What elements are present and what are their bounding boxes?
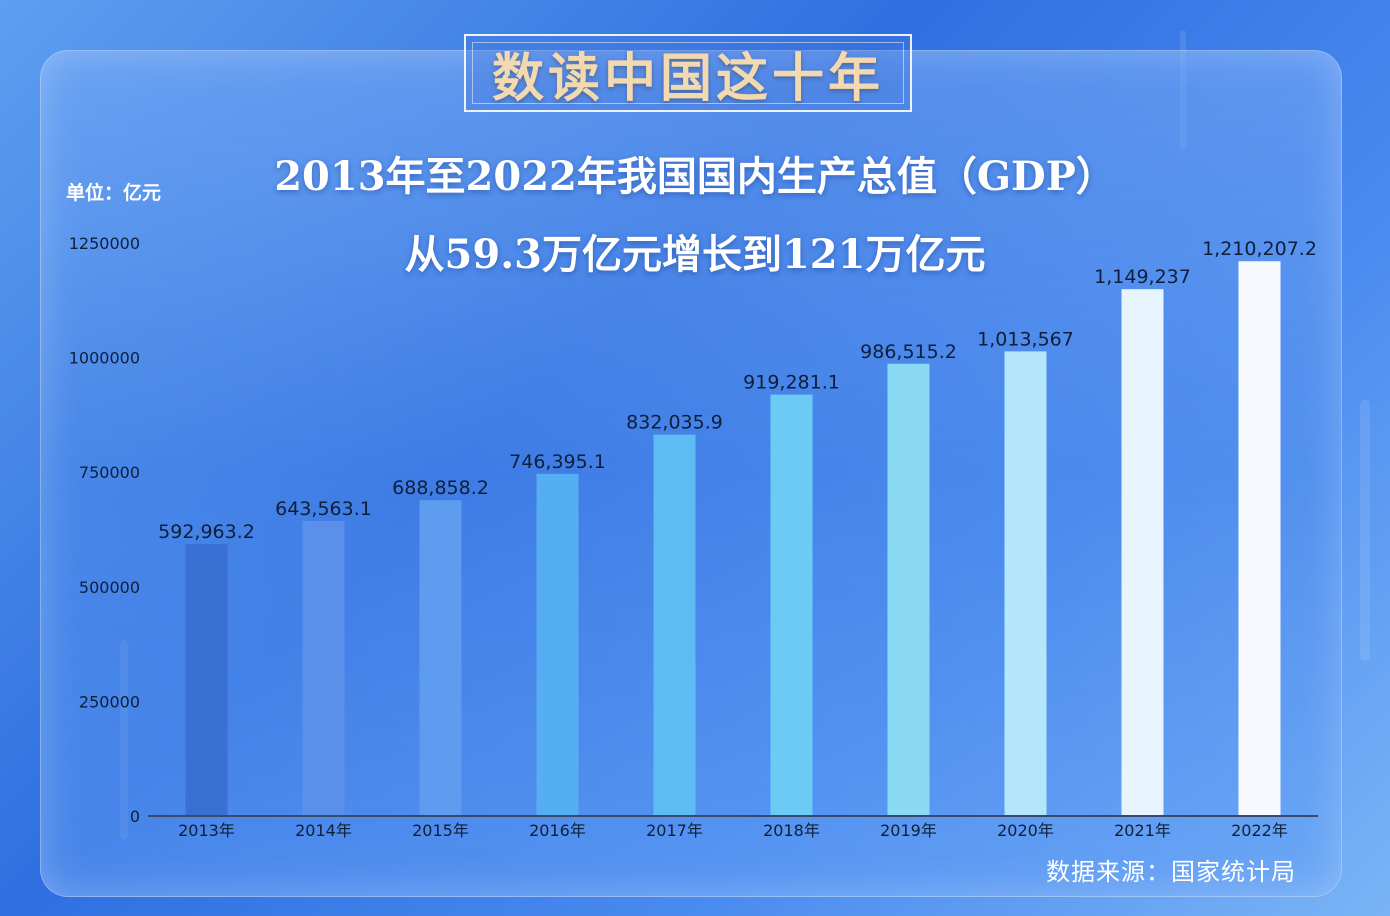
headline-line-1: 2013年至2022年我国国内生产总值（GDP） xyxy=(274,153,1116,200)
data-label: 919,281.1 xyxy=(743,372,840,394)
unit-label: 单位：亿元 xyxy=(66,182,162,204)
bar-2021年 xyxy=(1121,289,1164,816)
data-label: 688,858.2 xyxy=(392,477,489,499)
x-tick-label: 2022年 xyxy=(1231,821,1288,840)
data-source: 数据来源：国家统计局 xyxy=(1046,858,1296,886)
bar-2017年 xyxy=(653,434,696,816)
bar-2018年 xyxy=(770,394,813,816)
data-label: 592,963.2 xyxy=(158,521,255,543)
x-tick-label: 2013年 xyxy=(178,821,235,840)
y-tick-label: 1250000 xyxy=(69,234,140,253)
y-tick-label: 750000 xyxy=(79,463,140,482)
y-tick-label: 1000000 xyxy=(69,349,140,368)
x-tick-label: 2019年 xyxy=(880,821,937,840)
bar-2020年 xyxy=(1004,351,1047,816)
x-tick-label: 2020年 xyxy=(997,821,1054,840)
bar-2022年 xyxy=(1238,261,1281,816)
headline-line-2: 从59.3万亿元增长到121万亿元 xyxy=(404,231,986,278)
bar-2013年 xyxy=(185,544,228,816)
data-label: 1,013,567 xyxy=(977,328,1074,350)
bar-2014年 xyxy=(302,520,345,816)
y-tick-label: 0 xyxy=(130,807,140,826)
x-tick-label: 2015年 xyxy=(412,821,469,840)
data-label: 1,210,207.2 xyxy=(1202,238,1317,260)
badge-title-inner-border xyxy=(472,42,904,104)
data-label: 1,149,237 xyxy=(1094,266,1191,288)
x-tick-label: 2017年 xyxy=(646,821,703,840)
badge-title-box: 数读中国这十年 xyxy=(464,34,912,112)
x-tick-label: 2016年 xyxy=(529,821,586,840)
y-tick-label: 250000 xyxy=(79,692,140,711)
x-tick-label: 2014年 xyxy=(295,821,352,840)
x-tick-label: 2021年 xyxy=(1114,821,1171,840)
bars: 592,963.2 643,563.1 688,858.2 746,395.1 832,… xyxy=(158,238,1317,816)
data-label: 746,395.1 xyxy=(509,451,606,473)
x-tick-label: 2018年 xyxy=(763,821,820,840)
bar-2016年 xyxy=(536,473,579,816)
y-axis: 0 250000 500000 750000 1000000 1250000 xyxy=(69,234,140,826)
x-axis: 2013年 2014年 2015年 2016年 2017年 2018年 2019年 2020年… xyxy=(148,815,1318,840)
data-label: 643,563.1 xyxy=(275,498,372,520)
data-label: 832,035.9 xyxy=(626,412,723,434)
bar-2019年 xyxy=(887,363,930,816)
data-label: 986,515.2 xyxy=(860,341,957,363)
y-tick-label: 500000 xyxy=(79,578,140,597)
badge-title: 数读中国这十年 xyxy=(491,47,884,109)
bar-2015年 xyxy=(419,500,462,816)
